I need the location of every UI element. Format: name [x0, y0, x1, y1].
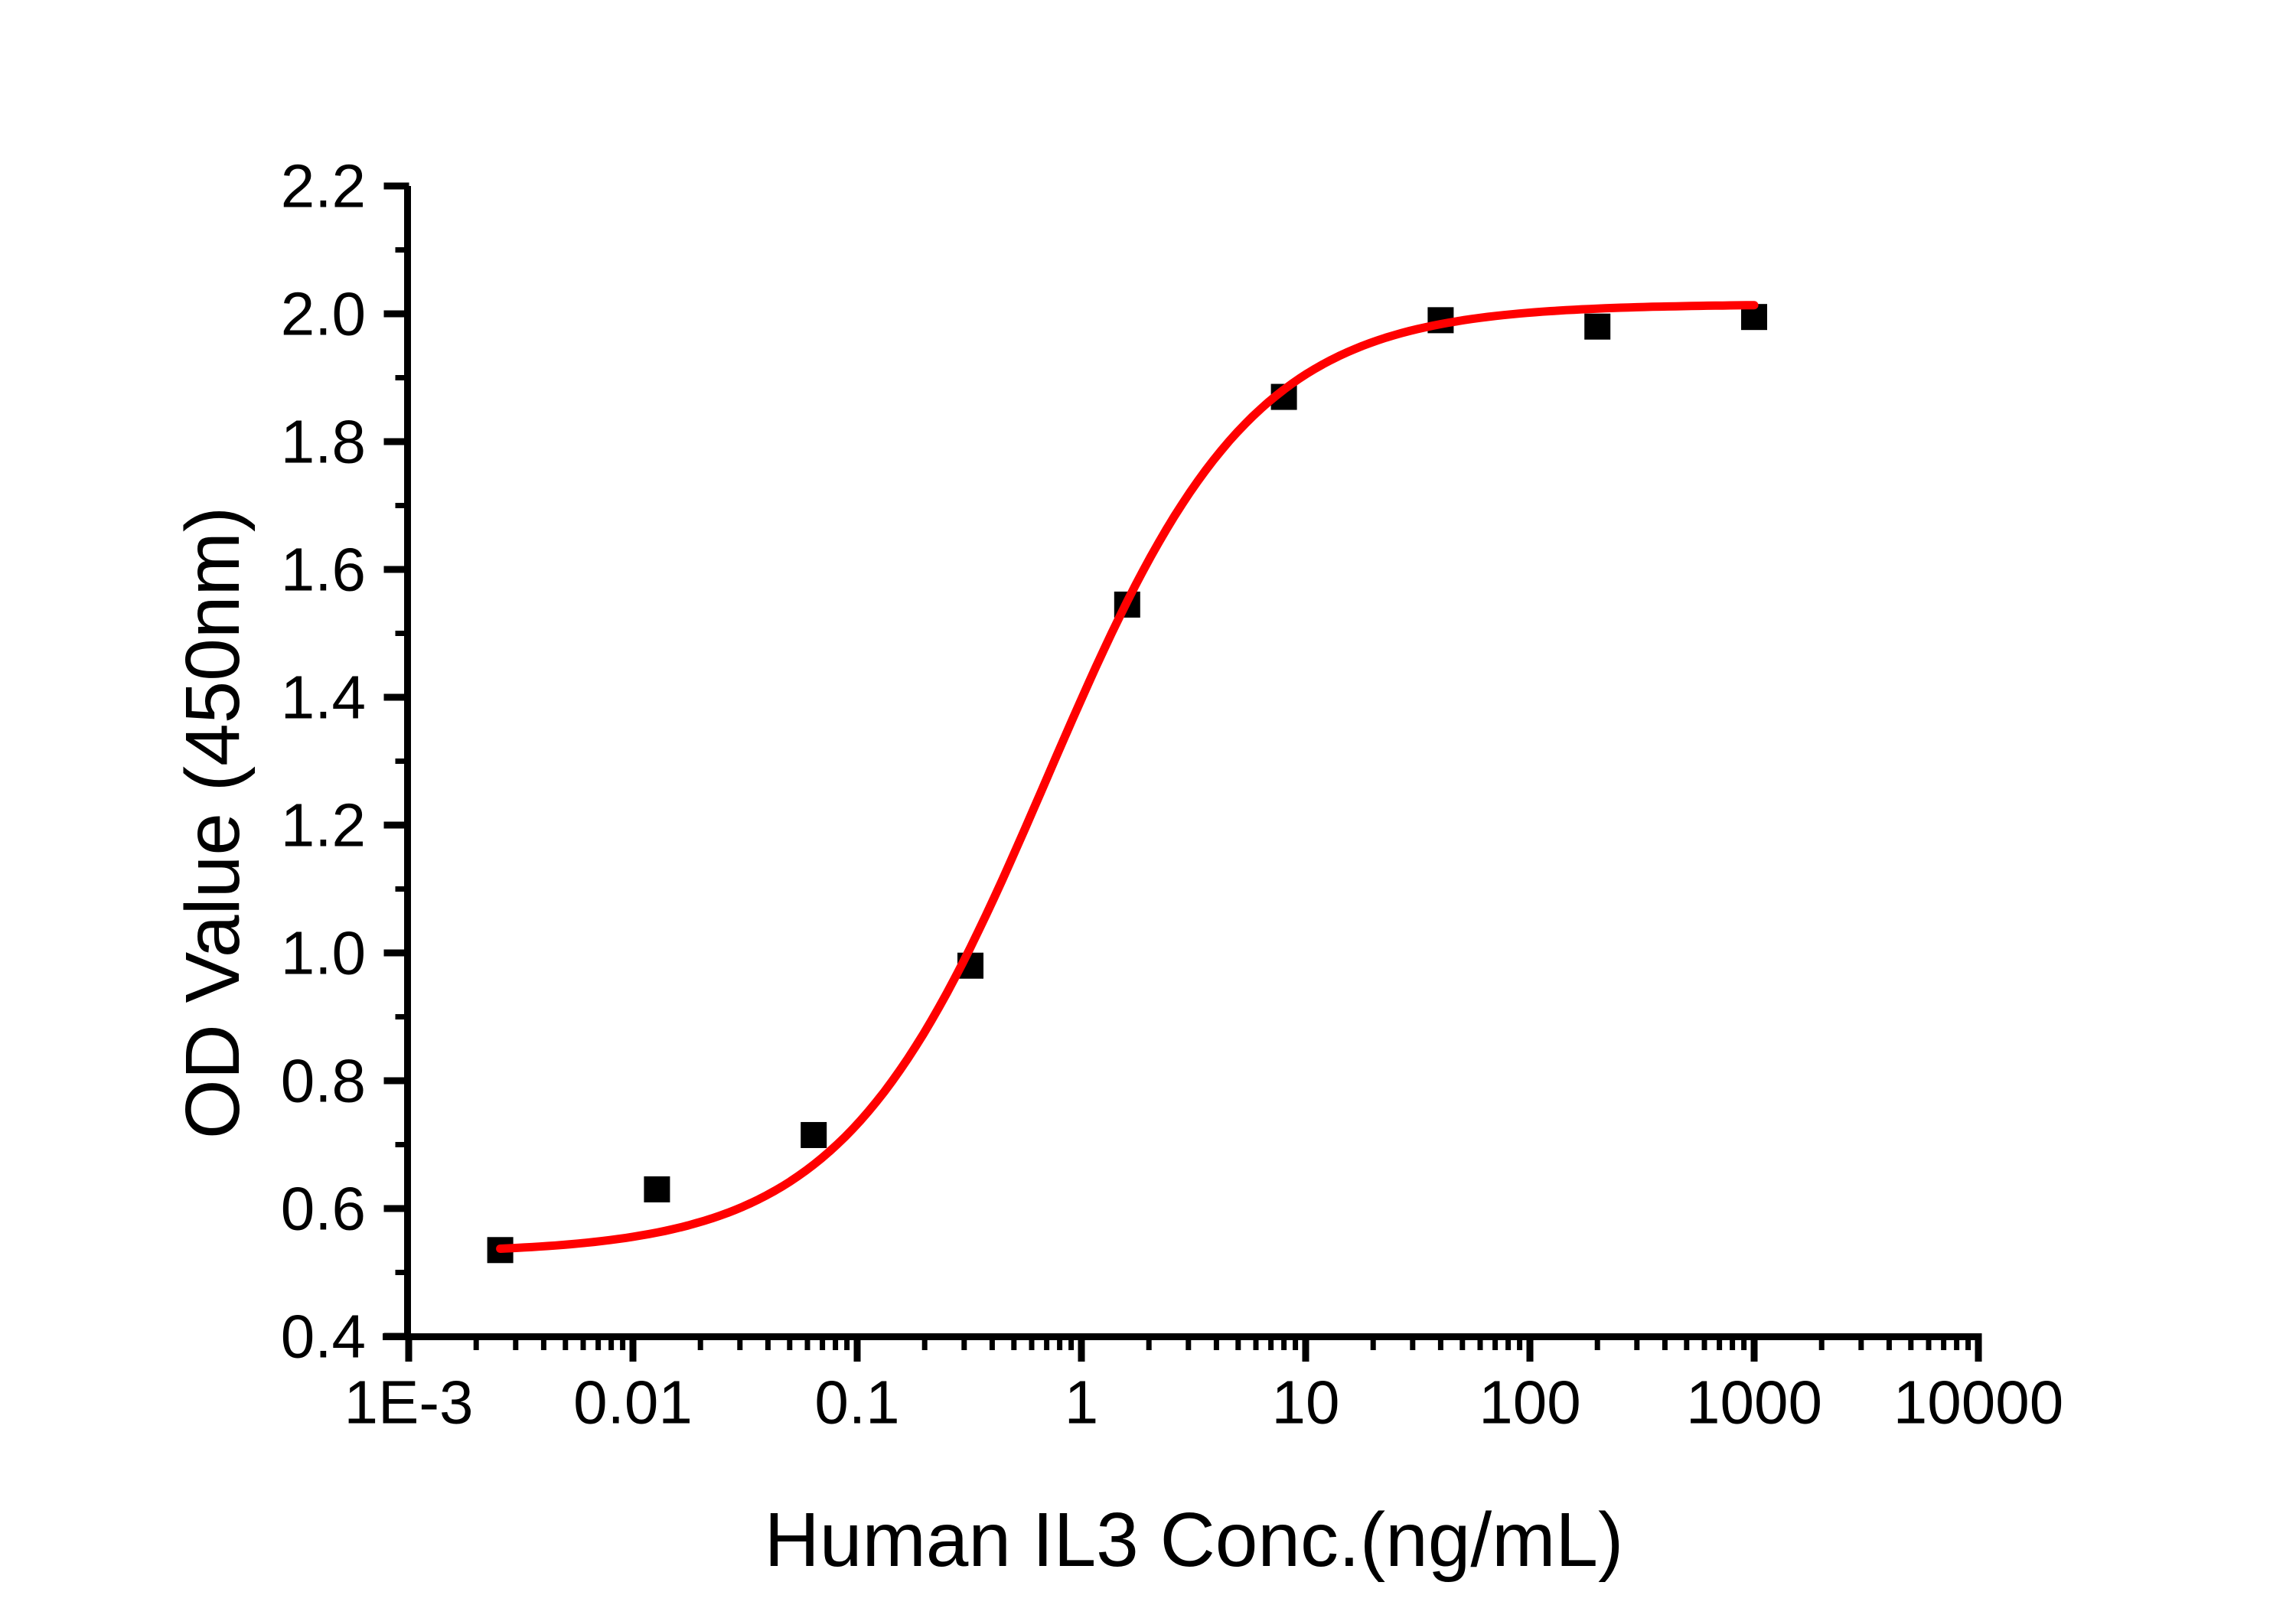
data-point-marker	[644, 1176, 670, 1202]
y-tick-label: 1.0	[281, 919, 366, 987]
y-tick-label: 2.2	[281, 152, 366, 220]
x-tick-label: 10000	[1893, 1368, 2063, 1437]
data-point-markers	[487, 304, 1767, 1264]
data-point-marker	[1584, 313, 1611, 340]
x-tick-label: 0.01	[573, 1368, 693, 1437]
y-tick-label: 2.0	[281, 280, 366, 348]
y-tick-label: 1.4	[281, 664, 366, 732]
x-axis-title: Human IL3 Conc.(ng/mL)	[765, 1497, 1624, 1583]
data-point-marker	[801, 1121, 827, 1148]
x-tick-label: 1000	[1686, 1368, 1822, 1437]
y-tick-label: 1.8	[281, 408, 366, 476]
x-tick-label: 1	[1065, 1368, 1099, 1437]
x-tick-label: 0.1	[814, 1368, 899, 1437]
y-tick-label: 0.4	[281, 1303, 366, 1371]
x-tick-label: 100	[1479, 1368, 1580, 1437]
fit-curve-layer	[496, 301, 1759, 1253]
y-axis-title: OD Value (450nm)	[170, 507, 256, 1139]
x-tick-label: 1E-3	[344, 1368, 474, 1437]
axis-tick-labels: 1E-3 0.01 0.1 1 10 100 1000 10000 0.4 0.6 0.8 1.0 1.…	[281, 152, 2063, 1437]
y-tick-label: 0.6	[281, 1175, 366, 1243]
y-tick-label: 1.6	[281, 536, 366, 604]
y-tick-label: 0.8	[281, 1047, 366, 1115]
axis-ticks	[383, 182, 1982, 1362]
x-tick-label: 10	[1272, 1368, 1340, 1437]
y-tick-label: 1.2	[281, 791, 366, 860]
axes	[383, 186, 1982, 1340]
fit-curve	[496, 301, 1759, 1253]
